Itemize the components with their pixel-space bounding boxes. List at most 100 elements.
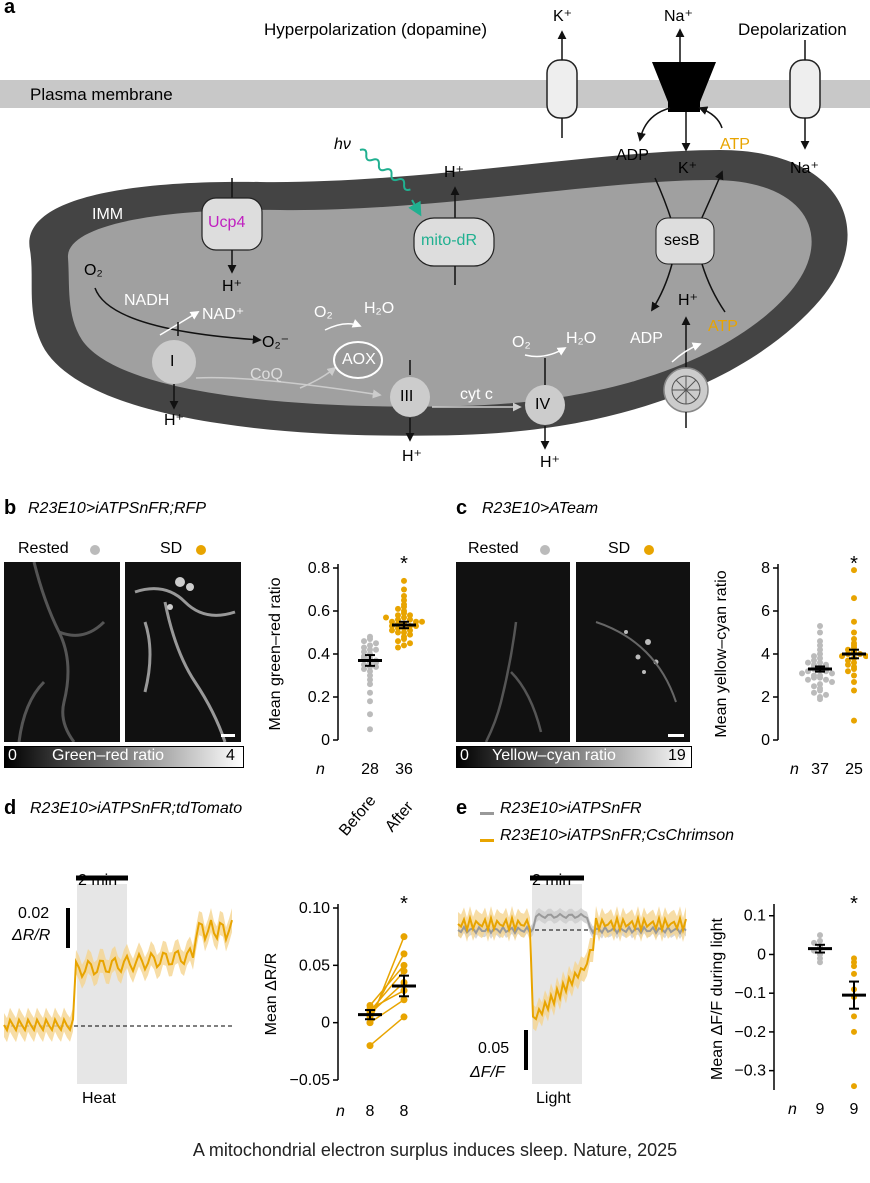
data-point <box>799 670 805 677</box>
panel-d-trace <box>3 875 233 1084</box>
data-point <box>851 959 857 966</box>
panel-b-title: R23E10>iATPSnFR;RFP <box>28 500 206 517</box>
panel-e-letter: e <box>456 797 468 819</box>
data-point <box>401 614 407 621</box>
n-label: n <box>790 761 799 778</box>
n-value: 37 <box>811 761 829 778</box>
o2-left-label: O₂ <box>84 262 103 279</box>
data-point <box>401 629 407 636</box>
atp-top-label: ATP <box>720 136 750 153</box>
data-point <box>367 635 373 642</box>
data-point <box>400 950 408 958</box>
data-point <box>401 635 407 642</box>
data-point <box>395 644 401 651</box>
data-point <box>851 567 857 574</box>
panel-e-legend-orange: R23E10>iATPSnFR;CsChrimson <box>500 827 735 844</box>
h-plus-synthase-label: H⁺ <box>678 292 698 309</box>
hyperpolarization-label: Hyperpolarization (dopamine) <box>264 20 488 39</box>
panel-c-letter: c <box>456 497 468 519</box>
panel-e-scale-unit: ΔF/F <box>470 1064 505 1081</box>
data-point <box>823 676 829 683</box>
data-point <box>851 970 857 977</box>
sd-dot-c <box>644 545 654 555</box>
o2-aox-label: O₂ <box>314 304 333 321</box>
rested-dot <box>90 545 100 555</box>
orange-sem-band <box>458 906 686 1032</box>
pair-line <box>369 999 405 1024</box>
complex-iv <box>525 385 565 425</box>
y-axis-label: Mean yellow–cyan ratio <box>713 570 730 737</box>
data-point <box>817 674 823 681</box>
data-point <box>845 668 851 675</box>
depolarization-label: Depolarization <box>738 20 847 39</box>
plasma-membrane-label: Plasma membrane <box>30 85 173 104</box>
panel-d-stim-label: Heat <box>82 1090 116 1107</box>
data-point <box>407 640 413 647</box>
panel-b-chart: 0 0.2 0.4 0.6 0.8 Mean green–red ratio 28 36 n * <box>267 553 425 778</box>
panel-b-sd-image <box>125 562 241 742</box>
data-point <box>817 696 823 703</box>
orange-trace <box>457 914 687 1021</box>
data-point <box>413 618 419 625</box>
panel-d-scale-value: 0.02 <box>18 905 50 922</box>
data-point <box>851 635 857 642</box>
y-tick-label: −0.3 <box>734 1063 766 1080</box>
data-point <box>817 959 823 966</box>
data-point <box>383 614 389 621</box>
na-plus-top-label: Na⁺ <box>664 8 693 25</box>
data-point <box>851 1013 857 1020</box>
data-point <box>817 932 823 939</box>
y-tick-label: 8 <box>761 560 770 577</box>
panel-c-colorbar-max: 19 <box>668 747 686 764</box>
y-tick-label: −0.2 <box>734 1024 766 1041</box>
data-point <box>817 638 823 645</box>
grey-trace <box>457 912 687 936</box>
k-plus-mid-label: K⁺ <box>678 160 698 177</box>
data-point <box>367 642 373 649</box>
panel-c-rested-label: Rested <box>468 540 519 557</box>
y-tick-label: 0 <box>321 1015 330 1032</box>
significance-star: * <box>850 553 858 575</box>
data-point <box>817 681 823 688</box>
h2o-aox-label: H₂O <box>364 300 395 317</box>
sd-dot <box>196 545 206 555</box>
panel-b-colorbar-min: 0 <box>8 747 17 764</box>
n-value: 9 <box>850 1101 859 1118</box>
data-point <box>400 933 408 941</box>
data-point <box>817 646 823 653</box>
panel-c-chart: 0 2 4 6 8 Mean yellow–cyan ratio 37 25 n * <box>713 553 868 778</box>
data-point <box>817 937 823 944</box>
panel-b-colorbar <box>4 746 244 768</box>
data-point <box>817 687 823 694</box>
data-point <box>361 648 367 655</box>
data-point <box>817 659 823 666</box>
panel-e-trace <box>457 875 688 1084</box>
h2o-iv-label: H₂O <box>566 330 597 347</box>
data-point <box>367 711 373 718</box>
data-point <box>845 661 851 668</box>
data-point <box>811 657 817 664</box>
y-tick-label: −0.05 <box>290 1072 331 1089</box>
data-point <box>373 646 379 653</box>
data-point <box>817 655 823 662</box>
data-point <box>851 717 857 724</box>
data-point <box>829 678 835 685</box>
panel-e-scale-value: 0.05 <box>478 1040 510 1057</box>
pair-line <box>369 989 405 1010</box>
panel-c-colorbar-min: 0 <box>460 747 469 764</box>
data-point <box>811 653 817 660</box>
n-value: 25 <box>845 761 863 778</box>
y-tick-label: 0 <box>757 946 766 963</box>
y-tick-label: 0.05 <box>299 957 330 974</box>
data-point <box>395 629 401 636</box>
y-tick-label: 0 <box>761 732 770 749</box>
y-tick-label: 4 <box>761 646 770 663</box>
complex-iii <box>390 377 430 417</box>
h-plus-iii-label: H⁺ <box>402 448 422 465</box>
data-point <box>851 1028 857 1035</box>
panel-b-colorbar-max: 4 <box>226 747 235 764</box>
data-point <box>395 612 401 619</box>
panel-d-before-label: Before <box>336 792 380 840</box>
complex-iii-label: III <box>400 388 414 405</box>
panel-a-diagram <box>0 28 870 450</box>
